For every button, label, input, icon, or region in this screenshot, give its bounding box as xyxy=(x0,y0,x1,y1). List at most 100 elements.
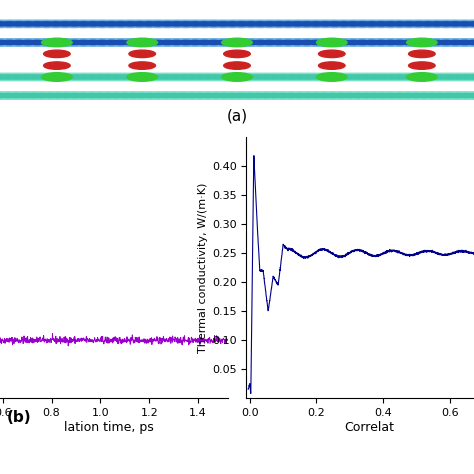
Circle shape xyxy=(20,22,36,26)
Circle shape xyxy=(386,20,413,27)
Circle shape xyxy=(275,39,301,46)
Circle shape xyxy=(411,73,438,81)
Circle shape xyxy=(256,20,283,27)
Circle shape xyxy=(80,39,106,46)
Circle shape xyxy=(173,39,199,46)
Circle shape xyxy=(20,73,46,81)
Circle shape xyxy=(67,75,82,79)
Circle shape xyxy=(294,92,321,99)
Circle shape xyxy=(286,92,313,99)
Circle shape xyxy=(461,73,474,81)
Circle shape xyxy=(120,92,146,99)
Circle shape xyxy=(186,73,213,81)
Circle shape xyxy=(42,38,72,47)
Circle shape xyxy=(225,75,240,79)
Circle shape xyxy=(466,40,474,45)
Circle shape xyxy=(321,20,348,27)
Circle shape xyxy=(145,20,171,27)
Circle shape xyxy=(378,73,404,81)
Circle shape xyxy=(42,93,57,98)
Circle shape xyxy=(145,39,171,46)
Circle shape xyxy=(126,75,141,79)
Circle shape xyxy=(76,22,91,26)
Circle shape xyxy=(355,22,370,26)
Circle shape xyxy=(154,39,181,46)
Circle shape xyxy=(450,75,465,79)
Circle shape xyxy=(52,20,78,27)
Circle shape xyxy=(358,93,374,98)
Circle shape xyxy=(312,20,338,27)
Circle shape xyxy=(120,73,146,81)
Circle shape xyxy=(113,22,128,26)
Circle shape xyxy=(78,73,105,81)
Circle shape xyxy=(466,93,474,98)
Circle shape xyxy=(195,73,221,81)
Circle shape xyxy=(409,50,435,57)
Circle shape xyxy=(442,39,469,46)
Circle shape xyxy=(167,93,182,98)
Circle shape xyxy=(201,39,227,46)
Circle shape xyxy=(36,73,63,81)
Circle shape xyxy=(433,93,448,98)
Circle shape xyxy=(450,93,465,98)
Circle shape xyxy=(303,39,329,46)
Circle shape xyxy=(237,20,264,27)
Circle shape xyxy=(457,40,472,45)
Circle shape xyxy=(358,75,374,79)
Circle shape xyxy=(29,22,45,26)
Circle shape xyxy=(29,40,45,45)
Circle shape xyxy=(18,93,33,98)
Circle shape xyxy=(402,73,429,81)
Circle shape xyxy=(299,40,314,45)
Circle shape xyxy=(328,73,354,81)
Circle shape xyxy=(278,73,304,81)
Circle shape xyxy=(70,20,97,27)
Circle shape xyxy=(3,73,30,81)
Circle shape xyxy=(290,40,305,45)
Circle shape xyxy=(228,39,255,46)
Circle shape xyxy=(299,22,314,26)
Circle shape xyxy=(420,22,435,26)
X-axis label: lation time, ps: lation time, ps xyxy=(64,420,154,434)
Circle shape xyxy=(9,93,24,98)
Circle shape xyxy=(425,93,440,98)
Circle shape xyxy=(5,20,32,27)
Circle shape xyxy=(117,93,132,98)
Circle shape xyxy=(253,92,279,99)
Circle shape xyxy=(396,20,422,27)
Circle shape xyxy=(217,75,232,79)
Circle shape xyxy=(195,92,221,99)
Circle shape xyxy=(284,39,310,46)
Circle shape xyxy=(18,75,33,79)
Circle shape xyxy=(89,20,116,27)
Circle shape xyxy=(234,93,249,98)
Circle shape xyxy=(137,73,163,81)
Circle shape xyxy=(211,92,238,99)
Circle shape xyxy=(206,22,221,26)
Circle shape xyxy=(136,39,162,46)
Circle shape xyxy=(250,75,265,79)
Circle shape xyxy=(303,92,329,99)
Circle shape xyxy=(150,93,165,98)
Circle shape xyxy=(44,50,70,57)
Circle shape xyxy=(103,73,130,81)
Circle shape xyxy=(361,92,387,99)
Circle shape xyxy=(243,22,258,26)
Circle shape xyxy=(444,92,471,99)
Circle shape xyxy=(67,93,82,98)
Circle shape xyxy=(103,92,130,99)
Circle shape xyxy=(48,22,64,26)
Circle shape xyxy=(319,62,345,69)
Circle shape xyxy=(209,93,224,98)
Circle shape xyxy=(117,75,132,79)
Circle shape xyxy=(216,40,231,45)
Circle shape xyxy=(150,22,165,26)
Text: (a): (a) xyxy=(227,109,247,123)
Circle shape xyxy=(61,20,88,27)
Circle shape xyxy=(309,75,324,79)
Circle shape xyxy=(127,38,157,47)
Circle shape xyxy=(234,75,249,79)
Circle shape xyxy=(225,93,240,98)
Circle shape xyxy=(222,38,252,47)
Circle shape xyxy=(3,92,30,99)
